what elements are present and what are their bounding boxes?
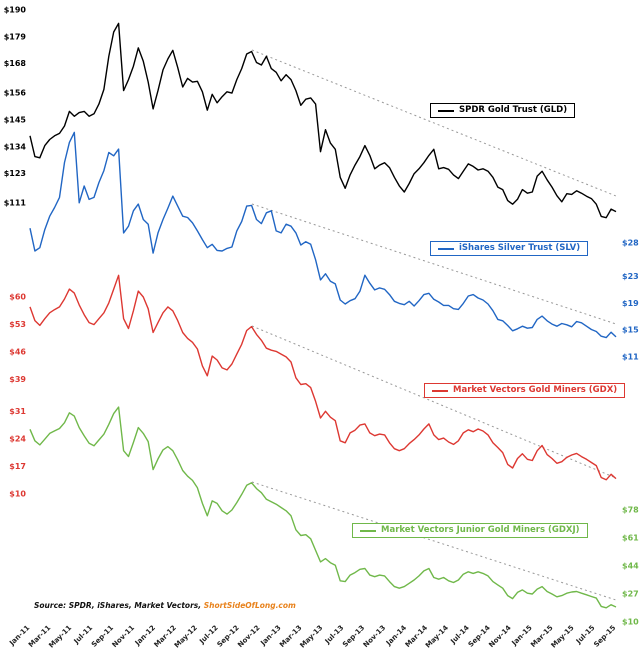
gdx-y-tick-label: $17 — [9, 462, 26, 471]
slv-y-tick-label: $11 — [622, 353, 639, 362]
legend-gdx-label: Market Vectors Gold Miners (GDX) — [453, 385, 618, 395]
slv-y-tick-label: $15 — [622, 326, 639, 335]
slv-y-tick-label: $23 — [622, 272, 639, 281]
x-tick-label: May-11 — [47, 624, 73, 650]
gdx-y-tick-label: $24 — [9, 434, 26, 443]
gdx-y-tick-label: $60 — [9, 293, 26, 302]
gdxj-line — [29, 406, 617, 609]
legend-slv: iShares Silver Trust (SLV) — [430, 241, 589, 257]
gdx-trendline — [251, 325, 617, 479]
x-tick-label: May-14 — [424, 624, 450, 650]
slv-line-sample-icon — [438, 247, 454, 250]
gld-line-sample-icon — [438, 109, 454, 112]
x-tick-label: Nov-14 — [487, 624, 512, 649]
x-tick-label: May-12 — [173, 624, 199, 650]
x-tick-label: May-15 — [550, 624, 576, 650]
x-tick-label: Nov-11 — [111, 624, 136, 649]
slv-y-tick-label: $19 — [622, 299, 639, 308]
slv-line — [29, 131, 617, 339]
x-tick-label: Nov-12 — [236, 624, 261, 649]
gdx-y-tick-label: $53 — [9, 320, 26, 329]
gld-y-tick-label: $190 — [4, 6, 27, 15]
slv-y-tick-label: $28 — [622, 239, 639, 248]
legend-gld: SPDR Gold Trust (GLD) — [430, 103, 576, 119]
gdx-y-tick-label: $46 — [9, 348, 26, 357]
legend-gdx: Market Vectors Gold Miners (GDX) — [424, 383, 626, 399]
gld-trendline — [251, 49, 617, 197]
source-attribution: Source: SPDR, iShares, Market Vectors, S… — [34, 601, 296, 610]
gdxj-y-tick-label: $61 — [622, 534, 639, 543]
gld-line — [29, 22, 617, 219]
gld-y-tick-label: $168 — [4, 59, 27, 68]
slv-trendline — [251, 203, 617, 325]
gdx-y-tick-label: $31 — [9, 407, 26, 416]
source-site-link[interactable]: ShortSideOfLong.com — [203, 601, 296, 610]
legend-gld-label: SPDR Gold Trust (GLD) — [459, 105, 568, 115]
gld-y-tick-label: $111 — [4, 199, 27, 208]
legend-gdxj-label: Market Vectors Junior Gold Miners (GDXJ) — [381, 525, 580, 535]
gdxj-y-tick-label: $27 — [622, 590, 639, 599]
legend-gdxj: Market Vectors Junior Gold Miners (GDXJ) — [352, 523, 588, 539]
gdxj-y-tick-label: $44 — [622, 562, 639, 571]
gdxj-y-tick-label: $78 — [622, 506, 639, 515]
gdxj-line-sample-icon — [360, 529, 376, 532]
gdx-y-tick-label: $39 — [9, 375, 26, 384]
gld-y-tick-label: $145 — [4, 115, 27, 124]
gdxj-y-tick-label: $10 — [622, 618, 639, 627]
gld-y-tick-label: $123 — [4, 169, 26, 178]
gld-y-tick-label: $179 — [4, 32, 27, 41]
source-prefix: Source: SPDR, iShares, Market Vectors, — [34, 601, 204, 610]
gld-y-tick-label: $156 — [4, 89, 27, 98]
gdx-line-sample-icon — [432, 389, 448, 392]
x-tick-label: Nov-13 — [362, 624, 387, 649]
gld-y-tick-label: $134 — [4, 142, 27, 151]
gdxj-trendline — [251, 481, 617, 601]
gdx-line — [29, 274, 617, 481]
legend-slv-label: iShares Silver Trust (SLV) — [459, 243, 581, 253]
gdx-y-tick-label: $10 — [9, 490, 26, 499]
x-tick-label: Sep-15 — [592, 624, 617, 649]
x-tick-label: May-13 — [298, 624, 324, 650]
